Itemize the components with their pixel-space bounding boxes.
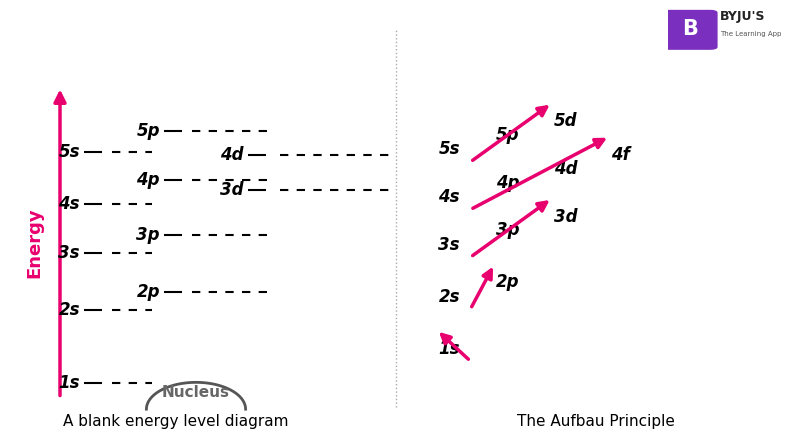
- Text: 4d: 4d: [554, 160, 577, 178]
- Text: 3d: 3d: [221, 181, 244, 199]
- Text: B: B: [682, 19, 698, 39]
- Text: A blank energy level diagram: A blank energy level diagram: [63, 414, 289, 429]
- Text: Energy: Energy: [26, 207, 43, 278]
- Text: 1s: 1s: [58, 374, 80, 392]
- Text: 4d: 4d: [221, 146, 244, 164]
- Text: 5p: 5p: [137, 122, 160, 140]
- Text: 4s: 4s: [438, 188, 460, 206]
- Text: 3d: 3d: [554, 207, 577, 226]
- Text: 2p: 2p: [137, 283, 160, 301]
- Text: 5s: 5s: [58, 143, 80, 162]
- Text: 2p: 2p: [496, 273, 519, 291]
- Text: 4s: 4s: [58, 195, 80, 213]
- Text: The Learning App: The Learning App: [720, 31, 782, 37]
- Text: 5s: 5s: [438, 140, 460, 158]
- Text: 4p: 4p: [496, 174, 519, 192]
- Text: 5p: 5p: [496, 126, 519, 144]
- Text: 2s: 2s: [58, 301, 80, 319]
- Text: 5d: 5d: [554, 112, 577, 130]
- Text: 3p: 3p: [496, 221, 519, 239]
- Text: 2s: 2s: [438, 288, 460, 306]
- Text: The Aufbau Principle: The Aufbau Principle: [517, 414, 675, 429]
- Text: BYJU'S: BYJU'S: [720, 10, 766, 23]
- Text: Nucleus: Nucleus: [162, 385, 230, 400]
- Text: 4p: 4p: [137, 171, 160, 189]
- Text: 1s: 1s: [438, 339, 460, 358]
- Text: 3p: 3p: [137, 226, 160, 244]
- Text: 4f: 4f: [611, 145, 630, 164]
- Text: 3s: 3s: [438, 236, 460, 254]
- Text: 3s: 3s: [58, 244, 80, 262]
- FancyBboxPatch shape: [662, 10, 718, 50]
